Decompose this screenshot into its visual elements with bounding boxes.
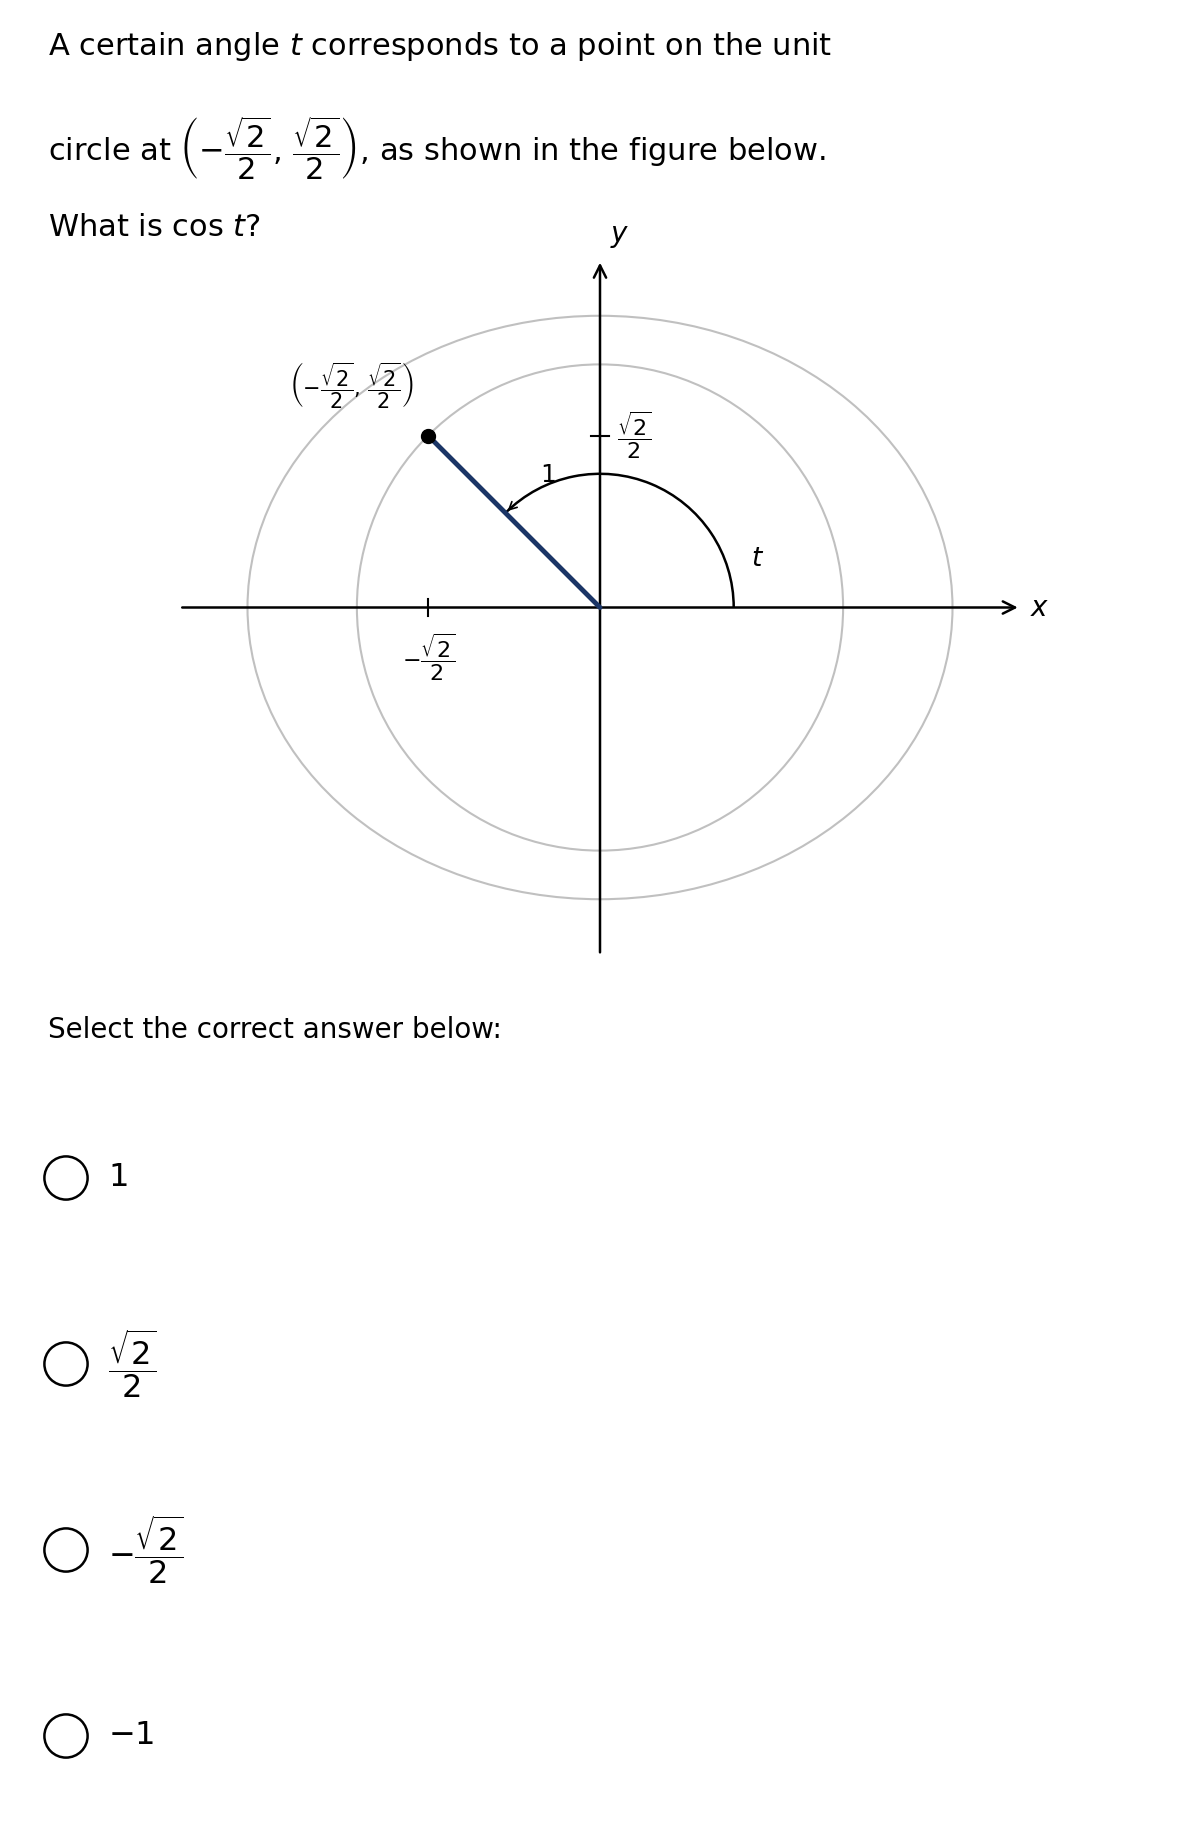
Text: $t$: $t$ (751, 545, 764, 572)
Text: What is cos $t$?: What is cos $t$? (48, 212, 260, 241)
Text: $-\dfrac{\sqrt{2}}{2}$: $-\dfrac{\sqrt{2}}{2}$ (402, 631, 455, 682)
Text: $\dfrac{\sqrt{2}}{2}$: $\dfrac{\sqrt{2}}{2}$ (108, 1328, 157, 1401)
Text: $-1$: $-1$ (108, 1721, 155, 1752)
Point (419, 421, 438, 450)
Text: 1: 1 (541, 463, 557, 487)
Text: $\left(-\dfrac{\sqrt{2}}{2},\, \dfrac{\sqrt{2}}{2}\right)$: $\left(-\dfrac{\sqrt{2}}{2},\, \dfrac{\s… (289, 360, 414, 412)
Text: $1$: $1$ (108, 1163, 127, 1194)
Text: A certain angle $t$ corresponds to a point on the unit: A certain angle $t$ corresponds to a poi… (48, 29, 833, 62)
Text: $\dfrac{\sqrt{2}}{2}$: $\dfrac{\sqrt{2}}{2}$ (617, 410, 652, 461)
Text: $\mathit{x}$: $\mathit{x}$ (1031, 593, 1050, 622)
Text: circle at $\left(-\dfrac{\sqrt{2}}{2},\,\dfrac{\sqrt{2}}{2}\right)$, as shown in: circle at $\left(-\dfrac{\sqrt{2}}{2},\,… (48, 115, 826, 183)
Text: Select the correct answer below:: Select the correct answer below: (48, 1015, 502, 1044)
Text: $-\dfrac{\sqrt{2}}{2}$: $-\dfrac{\sqrt{2}}{2}$ (108, 1514, 184, 1586)
Text: $\mathit{y}$: $\mathit{y}$ (610, 221, 629, 251)
